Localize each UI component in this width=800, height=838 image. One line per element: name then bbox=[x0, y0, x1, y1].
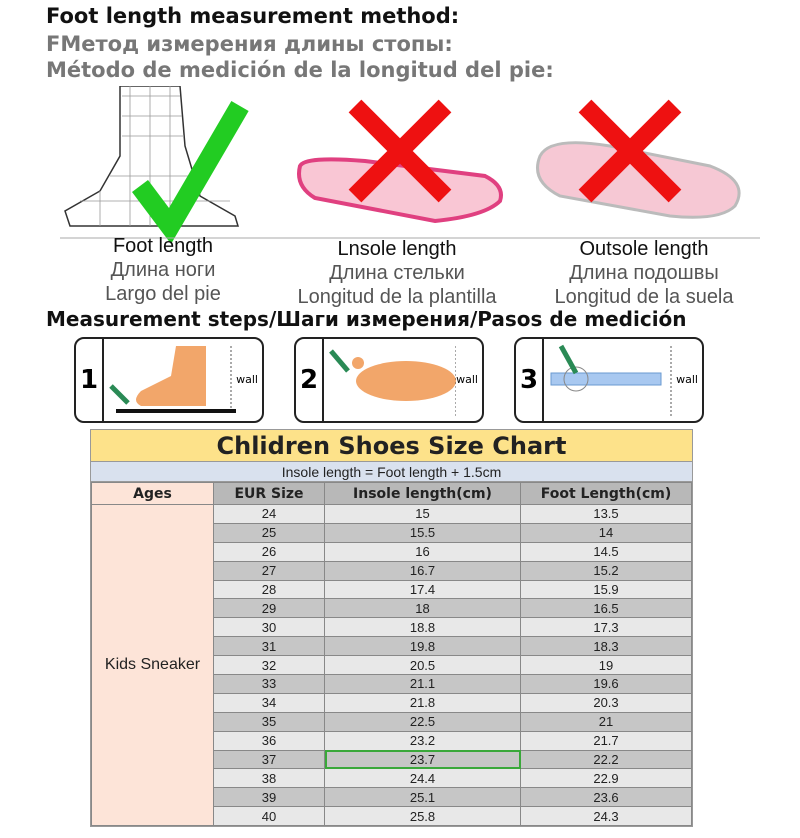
chart-subtitle: Insole length = Foot length + 1.5cm bbox=[91, 462, 692, 482]
foot-length-cell: 14 bbox=[520, 522, 692, 543]
heading-en: Foot length measurement method: bbox=[46, 4, 460, 28]
table-row: 27 16.7 15.2 bbox=[92, 560, 692, 581]
insole-cell: 21.1 bbox=[324, 674, 521, 694]
insole-image bbox=[285, 99, 525, 239]
insole-cell: 16.7 bbox=[324, 560, 521, 581]
chart-title: Chlidren Shoes Size Chart bbox=[91, 430, 692, 462]
foot-length-cell: 22.2 bbox=[520, 749, 692, 770]
insole-cell: 21.8 bbox=[324, 692, 521, 713]
eur-size-cell: 24 bbox=[213, 504, 325, 524]
ruler-icon bbox=[550, 344, 672, 416]
foot-side-icon bbox=[109, 346, 236, 413]
eur-size-cell: 33 bbox=[213, 674, 325, 694]
method-foot: Foot length Длина ноги Largo del pie bbox=[105, 235, 221, 305]
step-3: 3 wall bbox=[514, 337, 704, 423]
foot-length-cell: 13.5 bbox=[520, 504, 692, 524]
eur-size-cell: 27 bbox=[213, 560, 325, 581]
outsole-image bbox=[520, 99, 760, 239]
eur-size-cell: 26 bbox=[213, 541, 325, 562]
foot-length-cell: 14.5 bbox=[520, 541, 692, 562]
cross-icon bbox=[578, 99, 682, 203]
eur-size-cell: 30 bbox=[213, 617, 325, 638]
foot-top-icon bbox=[329, 346, 456, 416]
size-chart: Chlidren Shoes Size Chart Insole length … bbox=[90, 429, 693, 828]
table-row: 35 22.5 21 bbox=[92, 711, 692, 732]
foot-length-cell: 21 bbox=[520, 711, 692, 732]
eur-size-cell: 32 bbox=[213, 655, 325, 676]
foot-length-cell: 15.2 bbox=[520, 560, 692, 581]
foot-length-cell: 19.6 bbox=[520, 674, 692, 694]
insole-cell: 18.8 bbox=[324, 617, 521, 638]
eur-size-cell: 39 bbox=[213, 787, 325, 808]
eur-size-cell: 28 bbox=[213, 579, 325, 600]
table-row: 34 21.8 20.3 bbox=[92, 692, 692, 713]
steps-heading: Measurement steps/Шаги измерения/Pasos d… bbox=[46, 307, 687, 331]
foot-length-cell: 16.5 bbox=[520, 598, 692, 619]
table-row: 39 25.1 23.6 bbox=[92, 787, 692, 808]
check-icon bbox=[132, 100, 249, 245]
table-row: Kids Sneaker 24 15 13.5 bbox=[91, 503, 692, 827]
eur-size-cell: 25 bbox=[213, 522, 325, 543]
foot-image bbox=[60, 86, 300, 245]
eur-size-cell: 36 bbox=[213, 730, 325, 751]
insole-cell: 25.8 bbox=[324, 806, 521, 827]
foot-length-cell: 18.3 bbox=[520, 636, 692, 657]
eur-size-cell: 40 bbox=[213, 806, 325, 827]
table-row: 36 23.2 21.7 bbox=[92, 730, 692, 751]
table-row: 32 20.5 19 bbox=[92, 655, 692, 676]
header-foot: Foot Length(cm) bbox=[520, 482, 692, 505]
insole-cell: 18 bbox=[324, 598, 521, 619]
heading-ru: FМетод измерения длины стопы: bbox=[46, 32, 453, 56]
eur-size-cell: 37 bbox=[213, 749, 325, 770]
insole-cell: 23.2 bbox=[324, 730, 521, 751]
eur-size-cell: 38 bbox=[213, 768, 325, 789]
foot-length-cell: 24.3 bbox=[520, 806, 692, 827]
table-row: 25 15.5 14 bbox=[92, 522, 692, 543]
insole-cell: 16 bbox=[324, 541, 521, 562]
header-insole: Insole length(cm) bbox=[324, 482, 521, 505]
foot-length-cell: 23.6 bbox=[520, 787, 692, 808]
insole-cell: 17.4 bbox=[324, 579, 521, 600]
insole-cell: 25.1 bbox=[324, 787, 521, 808]
step-2: 2 wall bbox=[294, 337, 484, 423]
step-1: 1 wall bbox=[74, 337, 264, 423]
insole-cell: 24.4 bbox=[324, 768, 521, 789]
method-insole: Lnsole length Длина стельки Longitud de la… bbox=[297, 238, 497, 308]
eur-size-cell: 35 bbox=[213, 711, 325, 732]
table-row: 31 19.8 18.3 bbox=[92, 636, 692, 657]
insole-cell: 22.5 bbox=[324, 711, 521, 732]
insole-cell: 20.5 bbox=[324, 655, 521, 676]
table-row: 29 18 16.5 bbox=[92, 598, 692, 619]
method-outsole: Outsole length Длина подошвы Longitud de l… bbox=[554, 238, 734, 308]
insole-cell: 23.7 bbox=[324, 749, 521, 770]
table-row: 30 18.8 17.3 bbox=[92, 617, 692, 638]
cross-icon bbox=[348, 99, 452, 203]
header-ages: Ages bbox=[91, 482, 214, 505]
foot-length-cell: 22.9 bbox=[520, 768, 692, 789]
eur-size-cell: 34 bbox=[213, 692, 325, 713]
insole-cell: 15.5 bbox=[324, 522, 521, 543]
table-row: 40 25.8 24.3 bbox=[92, 806, 692, 827]
insole-cell: 19.8 bbox=[324, 636, 521, 657]
foot-length-cell: 20.3 bbox=[520, 692, 692, 713]
size-table: Ages EUR Size Insole length(cm) Foot Len… bbox=[91, 482, 692, 827]
foot-length-cell: 17.3 bbox=[520, 617, 692, 638]
insole-cell: 15 bbox=[324, 504, 521, 524]
eur-size-cell: 29 bbox=[213, 598, 325, 619]
eur-size-cell: 31 bbox=[213, 636, 325, 657]
header-eur: EUR Size bbox=[213, 482, 325, 505]
age-group-cell: Kids Sneaker bbox=[91, 503, 214, 827]
foot-length-cell: 19 bbox=[520, 655, 692, 676]
heading-es: Método de medición de la longitud del pi… bbox=[46, 58, 554, 82]
foot-length-cell: 21.7 bbox=[520, 730, 692, 751]
foot-length-cell: 15.9 bbox=[520, 579, 692, 600]
